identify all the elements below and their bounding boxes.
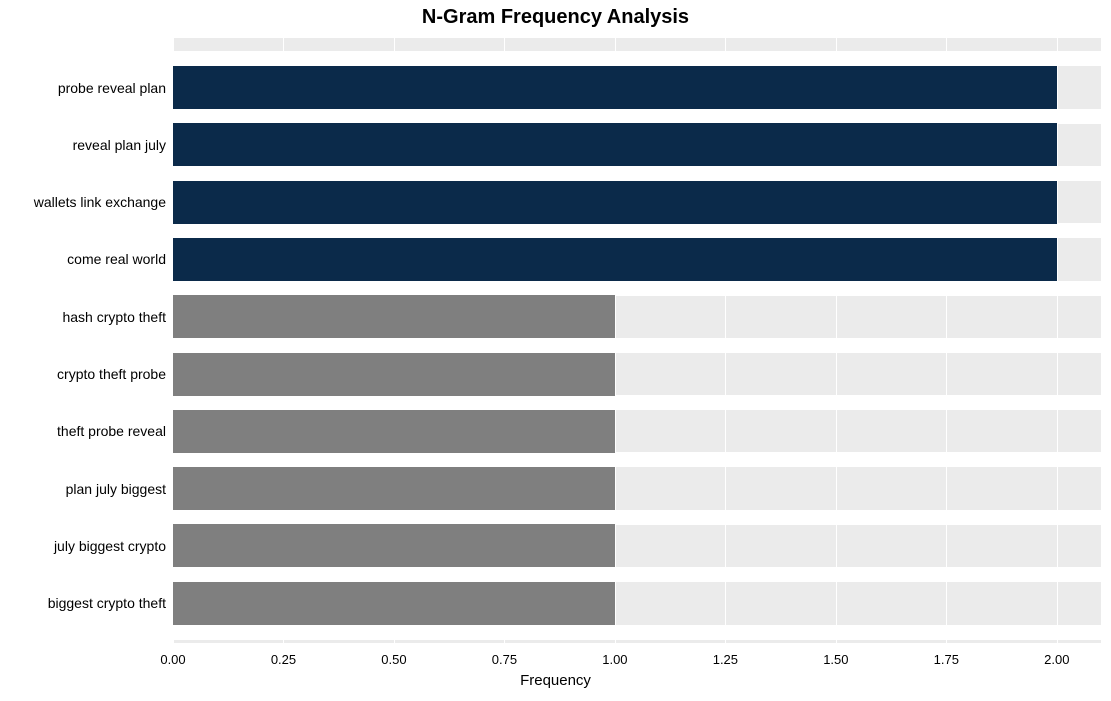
row-gap [173,223,1101,238]
row-gap [173,625,1101,640]
bar [173,181,1057,224]
row-gap [173,567,1101,582]
bar [173,410,615,453]
bar [173,66,1057,109]
y-tick-label: july biggest crypto [6,539,166,553]
x-tick-label: 1.00 [602,652,627,667]
bar [173,524,615,567]
x-tick-label: 1.75 [934,652,959,667]
x-tick-label: 0.50 [381,652,406,667]
row-gap [173,109,1101,124]
row-gap [173,452,1101,467]
bar [173,353,615,396]
x-tick-label: 0.25 [271,652,296,667]
x-axis-label: Frequency [0,672,1111,689]
bar [173,582,615,625]
row-gap [173,395,1101,410]
y-tick-label: come real world [6,252,166,266]
row-gap [173,338,1101,353]
ngram-frequency-chart: N-Gram Frequency Analysis probe reveal p… [0,0,1111,701]
bar [173,123,1057,166]
y-tick-label: probe reveal plan [6,81,166,95]
y-tick-label: crypto theft probe [6,367,166,381]
bar [173,238,1057,281]
x-tick-label: 1.25 [713,652,738,667]
bar [173,295,615,338]
x-tick-label: 2.00 [1044,652,1069,667]
x-tick-label: 1.50 [823,652,848,667]
y-tick-label: biggest crypto theft [6,596,166,610]
x-tick-label: 0.75 [492,652,517,667]
row-gap [173,166,1101,181]
chart-title: N-Gram Frequency Analysis [0,6,1111,29]
bar [173,467,615,510]
y-tick-label: reveal plan july [6,138,166,152]
y-tick-label: hash crypto theft [6,310,166,324]
y-tick-label: plan july biggest [6,482,166,496]
y-tick-label: theft probe reveal [6,424,166,438]
plot-area [173,38,1101,643]
x-tick-label: 0.00 [160,652,185,667]
row-gap [173,281,1101,296]
row-gap [173,510,1101,525]
row-gap [173,51,1101,66]
y-tick-label: wallets link exchange [6,195,166,209]
